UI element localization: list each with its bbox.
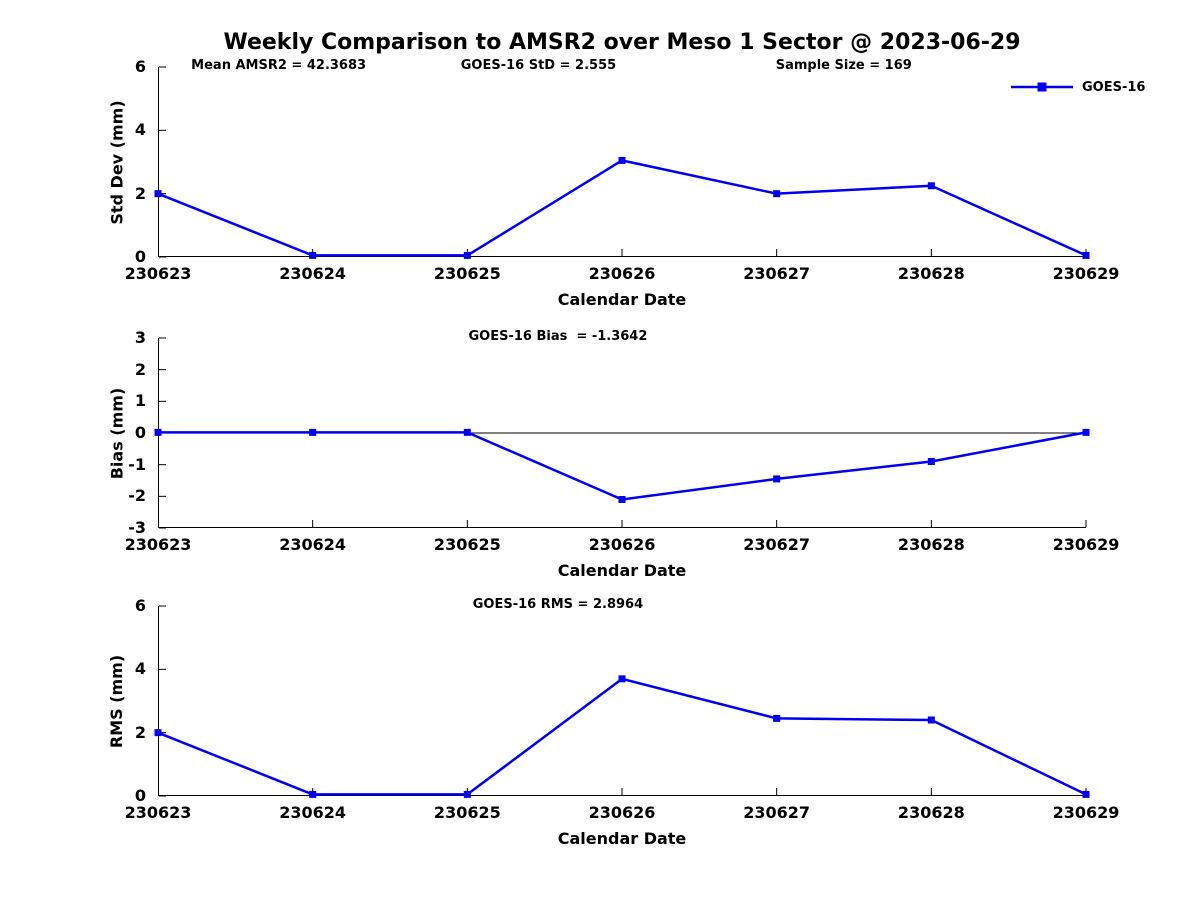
y-tick-label: 4 — [134, 120, 146, 140]
y-tick-label: -1 — [128, 454, 146, 474]
x-tick-label: 230625 — [433, 535, 501, 554]
x-tick-label: 230627 — [743, 535, 811, 554]
y-axis-label-box: Std Dev (mm) — [106, 67, 128, 257]
x-tick-label: 230623 — [124, 535, 192, 554]
y-axis-label: Std Dev (mm) — [107, 99, 127, 225]
x-tick-label: 230627 — [743, 803, 811, 822]
y-tick-label: 2 — [134, 359, 146, 379]
x-axis-label: Calendar Date — [557, 561, 687, 580]
x-tick-label: 230624 — [279, 535, 347, 554]
legend-label: GOES-16 — [1082, 79, 1146, 95]
x-axis-label: Calendar Date — [557, 290, 687, 309]
x-tick-label: 230627 — [743, 264, 811, 283]
x-tick-label: 230629 — [1052, 535, 1120, 554]
subplot-rms: RMS (mm) GOES-16 RMS = 2.8964 0 2 4 6 23062… — [108, 598, 1120, 849]
legend-line-marker-icon — [1011, 82, 1073, 92]
annotation-goes16-bias: GOES-16 Bias = -1.3642 — [468, 329, 648, 344]
y-tick-label: 2 — [134, 183, 146, 203]
y-tick-label: -3 — [128, 518, 146, 537]
x-tick-label: 230629 — [1052, 803, 1120, 822]
y-tick-label: 0 — [134, 423, 146, 442]
x-tick-label: 230629 — [1052, 264, 1120, 283]
plot-area-std-dev — [154, 66, 1090, 259]
y-tick-label: 1 — [134, 391, 146, 411]
x-tick-label: 230626 — [588, 535, 656, 554]
x-axis-label: Calendar Date — [557, 829, 687, 848]
annotation-goes16-rms: GOES-16 RMS = 2.8964 — [472, 597, 644, 612]
chart-title: Weekly Comparison to AMSR2 over Meso 1 S… — [223, 30, 1021, 55]
annotation-goes16-std: GOES-16 StD = 2.555 — [460, 58, 617, 73]
y-tick-label: 4 — [134, 659, 146, 679]
y-tick-label: 2 — [134, 722, 146, 742]
x-tick-label: 230626 — [588, 803, 656, 822]
y-tick-label: 3 — [134, 328, 146, 347]
x-tick-label: 230628 — [897, 803, 965, 822]
x-tick-label: 230623 — [124, 803, 192, 822]
annotation-mean-amsr2: Mean AMSR2 = 42.3683 — [191, 58, 367, 73]
x-tick-label: 230628 — [897, 535, 965, 554]
x-tick-label: 230628 — [897, 264, 965, 283]
y-tick-label: -2 — [128, 486, 146, 506]
x-tick-label: 230625 — [433, 264, 501, 283]
x-tick-label: 230624 — [279, 264, 347, 283]
y-tick-label: 6 — [134, 596, 146, 615]
legend: GOES-16 — [1011, 79, 1145, 95]
plot-area-bias — [154, 337, 1090, 529]
y-tick-label: 0 — [134, 786, 146, 805]
y-axis-label-box: RMS (mm) — [106, 606, 128, 796]
subplot-bias: Bias (mm) GOES-16 Bias = -1.3642 -3 -2 -1 0… — [108, 330, 1120, 581]
plot-area-rms — [154, 605, 1090, 798]
x-tick-label: 230624 — [279, 803, 347, 822]
y-tick-label: 0 — [134, 247, 146, 266]
x-tick-label: 230623 — [124, 264, 192, 283]
subplot-std-dev: Std Dev (mm) Mean AMSR2 = 42.3683 GOES-1… — [108, 59, 1146, 310]
x-tick-label: 230626 — [588, 264, 656, 283]
x-tick-label: 230625 — [433, 803, 501, 822]
y-tick-label: 6 — [134, 57, 146, 76]
annotation-sample-size: Sample Size = 169 — [775, 58, 912, 73]
